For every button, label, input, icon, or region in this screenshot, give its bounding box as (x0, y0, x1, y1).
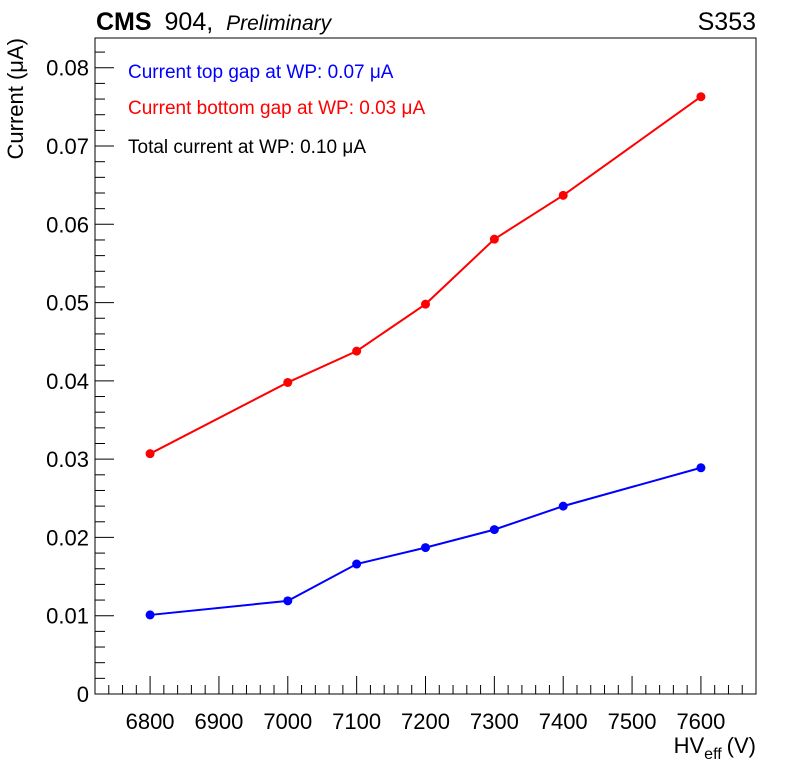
x-axis-title-main: HV (674, 733, 705, 758)
data-point-top-gap (489, 525, 499, 535)
y-tick-label: 0.04 (46, 369, 89, 394)
y-axis-title: Current (μA) (3, 38, 28, 159)
annotation-top-gap: Current top gap at WP: 0.07 μA (128, 62, 394, 83)
axis-ticks: 6800 6900 7000 7100 7200 7300 7400 7500 7600 0 0.0… (46, 51, 757, 734)
chamber-label: S353 (698, 8, 756, 36)
x-tick-label: 7100 (332, 709, 381, 734)
y-tick-label: 0 (77, 682, 89, 707)
data-point-bottom-gap (145, 449, 155, 459)
data-point-bottom-gap (352, 346, 362, 356)
x-tick-label: 6800 (126, 709, 175, 734)
y-tick-label: 0.02 (46, 525, 89, 550)
data-point-bottom-gap (489, 234, 499, 244)
data-point-top-gap (421, 543, 430, 553)
data-point-top-gap (145, 610, 155, 620)
data-point-bottom-gap (283, 377, 293, 387)
facility-label: 904, (165, 8, 214, 36)
series-layer (145, 92, 706, 620)
x-axis-title: HVeff (V) (674, 733, 756, 763)
y-tick-label: 0.07 (46, 134, 89, 159)
data-point-top-gap (696, 463, 706, 473)
annotation-total: Total current at WP: 0.10 μA (128, 137, 366, 158)
data-point-bottom-gap (421, 299, 430, 309)
data-point-bottom-gap (558, 190, 568, 200)
y-tick-label: 0.03 (46, 447, 89, 472)
svg-text:CMS 904, Preliminary: CMS 904, Preliminary (96, 8, 333, 36)
annotation-bottom-gap: Current bottom gap at WP: 0.03 μA (128, 98, 425, 119)
x-axis-title-unit: (V) (727, 733, 756, 758)
status-label: Preliminary (226, 12, 333, 35)
y-tick-label: 0.01 (46, 604, 89, 629)
x-tick-label: 7300 (470, 709, 519, 734)
y-tick-label: 0.05 (46, 291, 89, 316)
x-tick-label: 7600 (676, 709, 725, 734)
y-tick-label: 0.08 (46, 56, 89, 81)
y-tick-label: 0.06 (46, 212, 89, 237)
data-point-top-gap (558, 501, 568, 511)
x-tick-label: 7000 (263, 709, 312, 734)
x-axis-title-sub: eff (704, 746, 722, 763)
data-point-bottom-gap (696, 92, 706, 102)
x-tick-label: 7200 (401, 709, 450, 734)
x-tick-label: 7500 (608, 709, 657, 734)
data-point-top-gap (283, 596, 293, 606)
data-point-top-gap (352, 559, 362, 569)
experiment-label: CMS (96, 8, 152, 36)
x-tick-label: 7400 (539, 709, 588, 734)
series-line-top-gap (149, 466, 702, 616)
x-tick-label: 6900 (194, 709, 243, 734)
